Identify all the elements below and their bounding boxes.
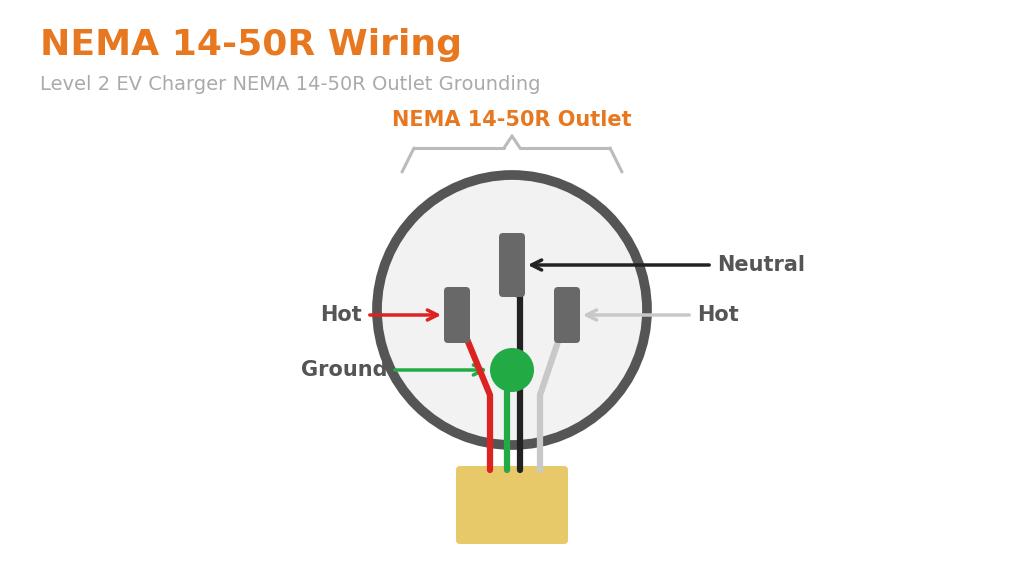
FancyBboxPatch shape <box>554 287 580 343</box>
Text: Hot: Hot <box>321 305 362 325</box>
Text: Ground: Ground <box>300 360 387 380</box>
Text: NEMA 14-50R Wiring: NEMA 14-50R Wiring <box>40 28 462 62</box>
Circle shape <box>490 348 534 392</box>
Text: Level 2 EV Charger NEMA 14-50R Outlet Grounding: Level 2 EV Charger NEMA 14-50R Outlet Gr… <box>40 75 541 94</box>
Circle shape <box>377 175 647 445</box>
Text: Neutral: Neutral <box>717 255 805 275</box>
FancyBboxPatch shape <box>456 466 568 544</box>
Text: Hot: Hot <box>697 305 738 325</box>
Text: NEMA 14-50R Outlet: NEMA 14-50R Outlet <box>392 110 632 130</box>
FancyBboxPatch shape <box>444 287 470 343</box>
FancyBboxPatch shape <box>499 233 525 297</box>
